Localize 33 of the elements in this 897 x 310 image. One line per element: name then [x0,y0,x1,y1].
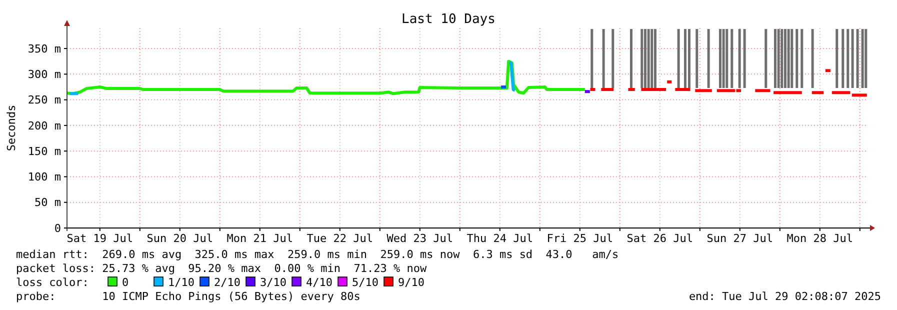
legend-label: 1/10 [168,276,194,289]
x-tick-label: Fri 25 Jul [546,232,614,245]
y-tick-label: 150 m [28,144,62,158]
legend-label: 0 [122,276,129,289]
x-tick-label: Thu 24 Jul [466,232,534,245]
y-tick-label: 300 m [28,68,62,82]
y-tick-label: 250 m [28,94,62,107]
text: packet loss: 25.73 % avg 95.20 % max 0.00 % min 71.23 % now [16,262,427,275]
text: end: Tue Jul 29 02:08:07 2025 [688,290,881,303]
x-tick-label: Tue 22 Jul [306,232,374,245]
line-series [66,60,586,96]
chart-title: Last 10 Days [402,12,496,27]
y-tick-label: 100 m [28,170,62,184]
x-tick-label: Sat 26 Jul [626,232,694,245]
x-tick-label: Mon 21 Jul [226,232,294,245]
text: median rtt: 269.0 ms avg 325.0 ms max 259.0 ms min 259.0 ms now 6.3 ms sd 43.0 am/s [16,248,619,261]
text: probe: 10 ICMP Echo Pings (56 Bytes) every 80s [16,290,360,303]
legend-label: 9/10 [398,276,424,289]
legend-title: loss color: [16,276,89,289]
y-tick-label: 200 m [28,119,62,132]
legend-label: 5/10 [352,276,378,289]
x-tick-label: Wed 23 Jul [386,232,454,245]
y-tick-label: 0 [54,222,61,235]
legend-label: 3/10 [260,276,286,289]
x-tick-label: Sat 19 Jul [66,232,134,245]
y-tick-label: 50 m [34,196,62,210]
y-axis-title: Seconds [5,104,18,152]
legend-label: 2/10 [214,276,240,289]
legend-label: 4/10 [306,276,332,289]
x-tick-label: Mon 28 Jul [786,232,854,245]
x-tick-label: Sun 27 Jul [706,232,774,245]
x-tick-label: Sun 20 Jul [146,232,214,245]
y-tick-label: 350 m [28,42,62,56]
